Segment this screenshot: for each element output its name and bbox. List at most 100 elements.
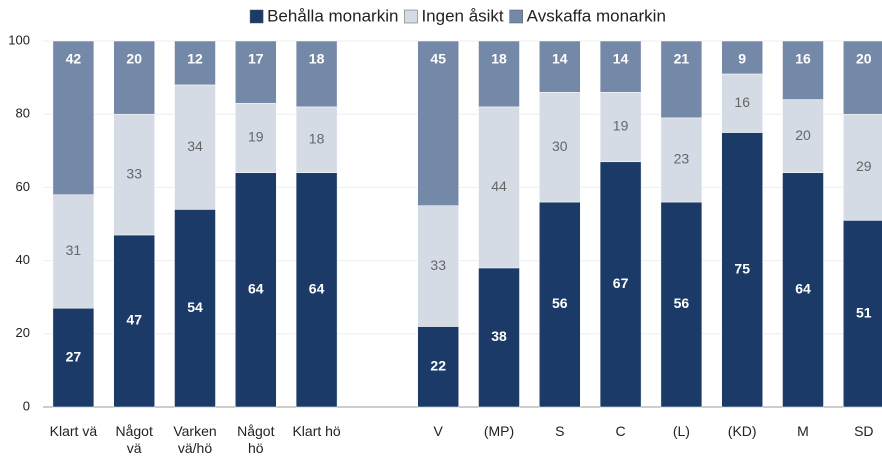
data-label: 29 [856,158,872,174]
bar-segment [721,73,763,133]
data-label: 54 [187,299,203,315]
bar-segment [478,106,520,269]
data-label: 42 [66,51,82,67]
bar-segment [478,267,520,408]
bar-segment [52,194,95,309]
bar-segment [113,40,155,115]
x-tick-label: (KD) [727,423,757,439]
bar-segment [539,40,581,93]
bar-segment [295,106,338,174]
data-label: 34 [187,138,203,154]
bar-segment [174,209,216,408]
y-tick-label: 100 [8,32,30,47]
y-tick-label: 60 [16,179,30,194]
data-label: 27 [66,348,82,364]
legend-label: Avskaffa monarkin [527,6,666,25]
bar-segment [660,201,703,408]
x-tick-label: Varken vä/hö [173,423,217,456]
bar-segment [782,40,824,100]
x-tick-label: Klart vä [49,423,98,439]
x-tick-label: S [555,423,565,439]
legend-swatch [404,9,418,24]
data-label: 19 [248,129,264,145]
bar-segment [843,113,882,221]
bar-segment [417,326,459,408]
bar-segment [721,132,763,408]
data-label: 33 [430,257,446,273]
bar-segment [539,91,581,203]
bar-segment [174,84,216,210]
x-tick-label: C [615,423,626,439]
bar-segment [539,201,581,408]
legend-swatch [249,9,264,24]
bar-segment [782,99,824,174]
y-tick-label: 0 [23,398,30,413]
data-label: 38 [491,328,507,344]
bar-segment [660,117,703,203]
data-label: 9 [738,51,746,67]
bar-segment [295,40,338,108]
bar-segment [52,307,95,408]
data-label: 18 [309,51,325,67]
data-label: 18 [309,131,325,147]
data-label: 12 [187,51,203,67]
bar-segment [721,40,763,75]
data-label: 75 [734,260,750,276]
data-label: 67 [613,275,629,291]
data-label: 56 [674,295,690,311]
bar-segment [599,91,642,163]
legend-label: Behålla monarkin [267,6,398,25]
data-label: 16 [795,51,811,67]
x-tick-label: M [797,423,809,439]
data-label: 17 [248,51,264,67]
data-label: 19 [613,118,629,134]
x-tick-label: SD [854,423,874,439]
bar-segment [478,40,520,108]
data-label: 20 [126,51,142,67]
data-label: 14 [552,51,568,67]
bar-segment [599,40,642,93]
bar-segment [660,40,703,119]
data-label: 47 [126,312,142,328]
bar-segment [174,40,216,86]
bar-segment [235,102,277,174]
y-tick-label: 20 [16,325,30,340]
data-label: 64 [309,281,325,297]
legend-label: Ingen åsikt [421,6,503,25]
data-label: 23 [674,151,690,167]
bar-segment [417,205,459,327]
data-label: 20 [856,51,872,67]
data-label: 56 [552,295,568,311]
data-label: 45 [430,51,446,67]
bar-segment [52,40,95,195]
x-tick-label: V [433,423,443,439]
data-label: 21 [674,51,690,67]
data-label: 44 [491,178,507,194]
bar-segment [843,40,882,115]
data-label: 14 [613,51,629,67]
x-tick-label: Något vä [115,423,153,456]
bar-segment [599,161,642,408]
data-label: 64 [248,281,264,297]
data-label: 51 [856,304,872,320]
legend-swatch [509,9,523,24]
data-label: 33 [126,165,142,181]
data-label: 31 [66,242,82,258]
bar-segment [417,40,459,206]
y-tick-label: 40 [16,252,30,267]
bar-segment [235,40,277,104]
data-label: 20 [795,127,811,143]
data-label: 30 [552,138,568,154]
x-tick-label: Klart hö [292,423,341,439]
bar-segment [782,172,824,408]
data-label: 16 [734,94,750,110]
bar-segment [843,220,882,408]
x-tick-label: (L) [672,423,690,439]
bar-segment [113,113,155,236]
bar-segment [295,172,338,408]
x-tick-label: (MP) [483,423,515,439]
x-tick-label: Något hö [237,423,275,456]
data-label: 22 [430,357,446,373]
